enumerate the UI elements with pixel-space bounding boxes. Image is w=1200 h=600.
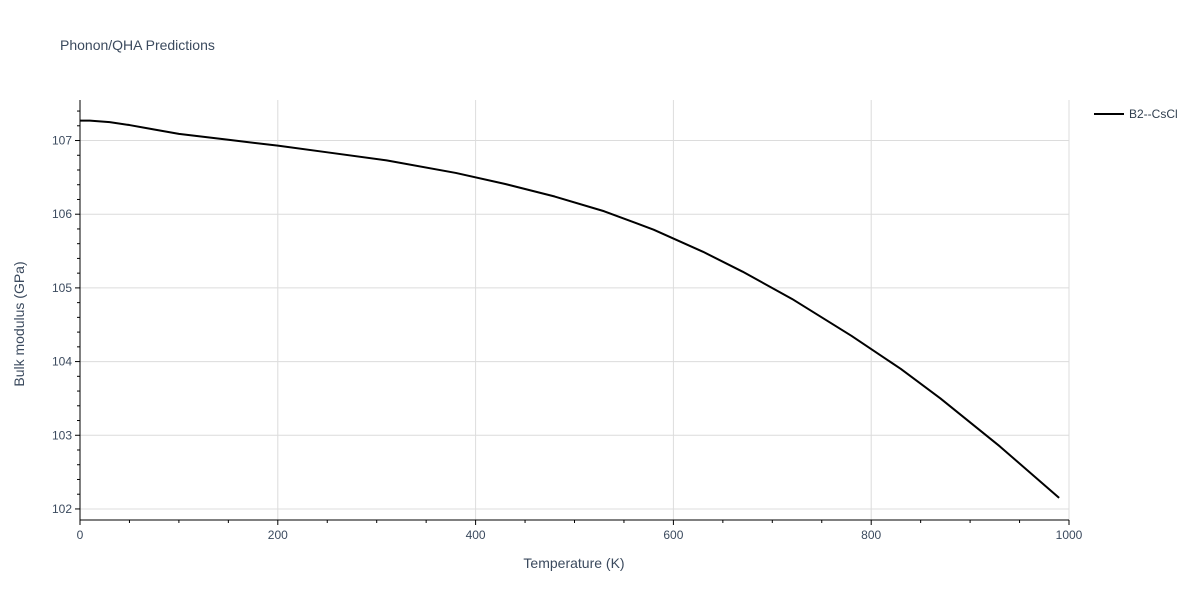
x-tick-label: 400 <box>466 528 486 542</box>
y-tick-label: 105 <box>52 281 72 295</box>
series-layer <box>80 119 1060 499</box>
x-tick-label: 600 <box>663 528 683 542</box>
grid-lines <box>80 100 1070 520</box>
series-line-b2-cscl <box>80 119 1060 499</box>
chart-title: Phonon/QHA Predictions <box>60 37 215 53</box>
y-tick-label: 104 <box>52 355 72 369</box>
x-tick-label: 0 <box>77 528 84 542</box>
axes <box>75 100 1070 525</box>
x-axis-title: Temperature (K) <box>523 555 624 571</box>
x-tick-label: 1000 <box>1056 528 1083 542</box>
y-axis-title: Bulk modulus (GPa) <box>11 261 27 386</box>
tick-labels: 0 200 400 600 800 1000 102 103 104 105 106 107 <box>52 134 1083 542</box>
y-tick-label: 107 <box>52 134 72 148</box>
y-tick-label: 102 <box>52 502 72 516</box>
x-tick-label: 800 <box>861 528 881 542</box>
x-tick-label: 200 <box>268 528 288 542</box>
legend[interactable]: B2--CsCl <box>1094 107 1178 121</box>
y-tick-label: 103 <box>52 428 72 442</box>
y-tick-label: 106 <box>52 207 72 221</box>
legend-label-b2-cscl: B2--CsCl <box>1129 107 1178 121</box>
